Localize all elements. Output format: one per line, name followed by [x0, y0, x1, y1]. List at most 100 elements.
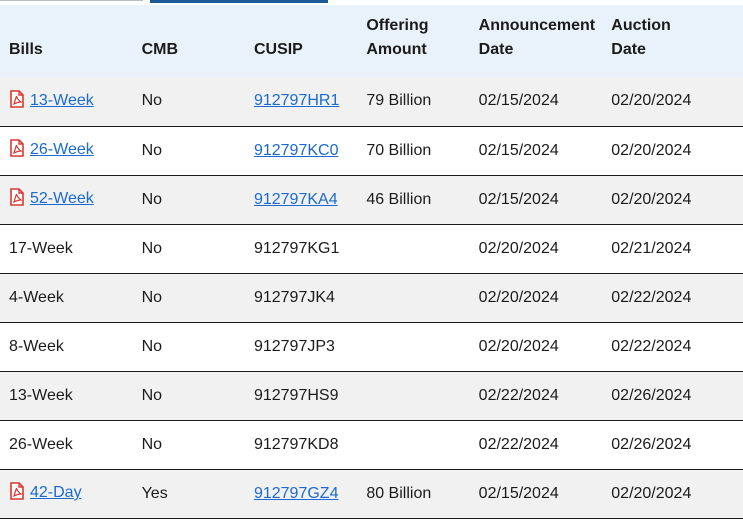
auction-date-cell: 02/22/2024	[602, 273, 743, 323]
bill-term-link[interactable]: 42-Day	[30, 484, 82, 501]
announcement-date: 02/20/2024	[478, 239, 559, 257]
bill-cell: 26-Week	[0, 420, 133, 470]
cmb-cell: No	[132, 371, 245, 421]
auction-date: 02/22/2024	[611, 337, 692, 355]
cusip-link[interactable]: 912797GZ4	[253, 484, 339, 502]
table-row: 42-Day Yes 912797GZ4 80 Billion 02/15/2024 02…	[0, 469, 743, 519]
bill-term-link[interactable]: 26-Week	[30, 141, 94, 158]
announcement-date-cell: 02/20/2024	[469, 273, 603, 323]
cusip-cell: 912797HR1	[244, 77, 358, 127]
bill-term: 17-Week	[9, 239, 73, 257]
auction-date-cell: 02/20/2024	[602, 126, 743, 176]
cmb-cell: No	[132, 224, 245, 274]
bill-term-link[interactable]: 52-Week	[30, 190, 94, 207]
cmb-cell: No	[132, 420, 245, 470]
cusip-text: 912797HS9	[253, 386, 339, 404]
offering-amount-cell: 70 Billion	[357, 126, 470, 176]
tab-underline-inactive	[0, 0, 143, 1]
announcement-date: 02/15/2024	[478, 484, 559, 502]
cusip-text: 912797KD8	[253, 435, 339, 453]
cmb-value: No	[141, 435, 163, 453]
offering-amount-cell	[357, 371, 470, 421]
auction-date-cell: 02/26/2024	[602, 420, 743, 470]
header-bills: Bills	[9, 41, 43, 58]
header-auction-date: Auction Date	[611, 17, 671, 58]
cmb-cell: No	[132, 322, 245, 372]
cusip-link[interactable]: 912797KC0	[253, 141, 339, 159]
announcement-date: 02/15/2024	[478, 92, 559, 110]
cmb-value: No	[141, 92, 163, 110]
cmb-cell: Yes	[132, 469, 245, 519]
announcement-date: 02/20/2024	[478, 288, 559, 306]
cusip-link[interactable]: 912797HR1	[253, 92, 340, 110]
tab-bar	[0, 0, 743, 5]
header-cmb: CMB	[141, 41, 179, 58]
auction-date-cell: 02/22/2024	[602, 322, 743, 372]
announcement-date-cell: 02/15/2024	[469, 175, 603, 225]
cmb-cell: No	[132, 273, 245, 323]
bill-term: 4-Week	[9, 288, 64, 306]
announcement-date-cell: 02/22/2024	[469, 371, 603, 421]
bills-auction-table: Bills CMB CUSIP Offering Amount Announcem…	[0, 5, 743, 519]
table-header-row: Bills CMB CUSIP Offering Amount Announcem…	[0, 5, 743, 77]
auction-date-cell: 02/26/2024	[602, 371, 743, 421]
table-row: 26-Week No 912797KC0 70 Billion 02/15/2024 02…	[0, 126, 743, 176]
offering-amount: 79 Billion	[366, 92, 432, 110]
header-offering-amount: Offering Amount	[366, 17, 429, 58]
auction-date: 02/20/2024	[611, 484, 692, 502]
cmb-value: No	[141, 337, 163, 355]
cmb-value: Yes	[141, 484, 168, 502]
cusip-link[interactable]: 912797KA4	[253, 190, 338, 208]
table-row: 13-Week No 912797HS9 02/22/2024 02/26/2024	[0, 371, 743, 421]
announcement-date-cell: 02/15/2024	[469, 126, 603, 176]
table-row: 4-Week No 912797JK4 02/20/2024 02/22/2024	[0, 273, 743, 323]
offering-amount-cell	[357, 273, 470, 323]
tab-underline-active[interactable]	[150, 0, 328, 3]
header-cusip: CUSIP	[253, 41, 303, 58]
cmb-cell: No	[132, 126, 245, 176]
cmb-value: No	[141, 386, 163, 404]
cusip-text: 912797KG1	[253, 239, 340, 257]
bill-cell: 42-Day	[0, 469, 133, 519]
pdf-icon[interactable]	[9, 188, 25, 211]
auction-date-cell: 02/20/2024	[602, 77, 743, 127]
table-row: 26-Week No 912797KD8 02/22/2024 02/26/2024	[0, 420, 743, 470]
cusip-text: 912797JP3	[253, 337, 335, 355]
pdf-icon[interactable]	[9, 482, 25, 505]
offering-amount-cell	[357, 322, 470, 372]
auction-date: 02/20/2024	[611, 92, 692, 110]
auction-date: 02/22/2024	[611, 288, 692, 306]
cmb-cell: No	[132, 77, 245, 127]
announcement-date: 02/15/2024	[478, 190, 559, 208]
cusip-cell: 912797HS9	[244, 371, 358, 421]
announcement-date: 02/22/2024	[478, 435, 559, 453]
announcement-date-cell: 02/15/2024	[469, 77, 603, 127]
auction-date: 02/20/2024	[611, 141, 692, 159]
cusip-cell: 912797JK4	[244, 273, 358, 323]
cmb-value: No	[141, 141, 163, 159]
table-row: 17-Week No 912797KG1 02/20/2024 02/21/2024	[0, 224, 743, 274]
pdf-icon[interactable]	[9, 89, 25, 113]
cusip-cell: 912797KD8	[244, 420, 358, 470]
auction-date-cell: 02/20/2024	[602, 175, 743, 225]
cmb-value: No	[141, 288, 163, 306]
table-row: 52-Week No 912797KA4 46 Billion 02/15/2024 02…	[0, 175, 743, 225]
announcement-date-cell: 02/22/2024	[469, 420, 603, 470]
announcement-date: 02/15/2024	[478, 141, 559, 159]
cusip-cell: 912797KC0	[244, 126, 358, 176]
announcement-date: 02/20/2024	[478, 337, 559, 355]
cmb-value: No	[141, 190, 163, 208]
cusip-text: 912797JK4	[253, 288, 335, 306]
announcement-date: 02/22/2024	[478, 386, 559, 404]
offering-amount-cell	[357, 420, 470, 470]
offering-amount-cell: 80 Billion	[357, 469, 470, 519]
bill-term: 13-Week	[9, 386, 73, 404]
bill-cell: 13-Week	[0, 371, 133, 421]
offering-amount-cell	[357, 224, 470, 274]
header-announcement-date: Announcement Date	[478, 17, 596, 58]
pdf-icon[interactable]	[9, 139, 25, 162]
table-row: 8-Week No 912797JP3 02/20/2024 02/22/2024	[0, 322, 743, 372]
auction-date: 02/21/2024	[611, 239, 692, 257]
cmb-value: No	[141, 239, 163, 257]
bill-term-link[interactable]: 13-Week	[30, 91, 94, 109]
